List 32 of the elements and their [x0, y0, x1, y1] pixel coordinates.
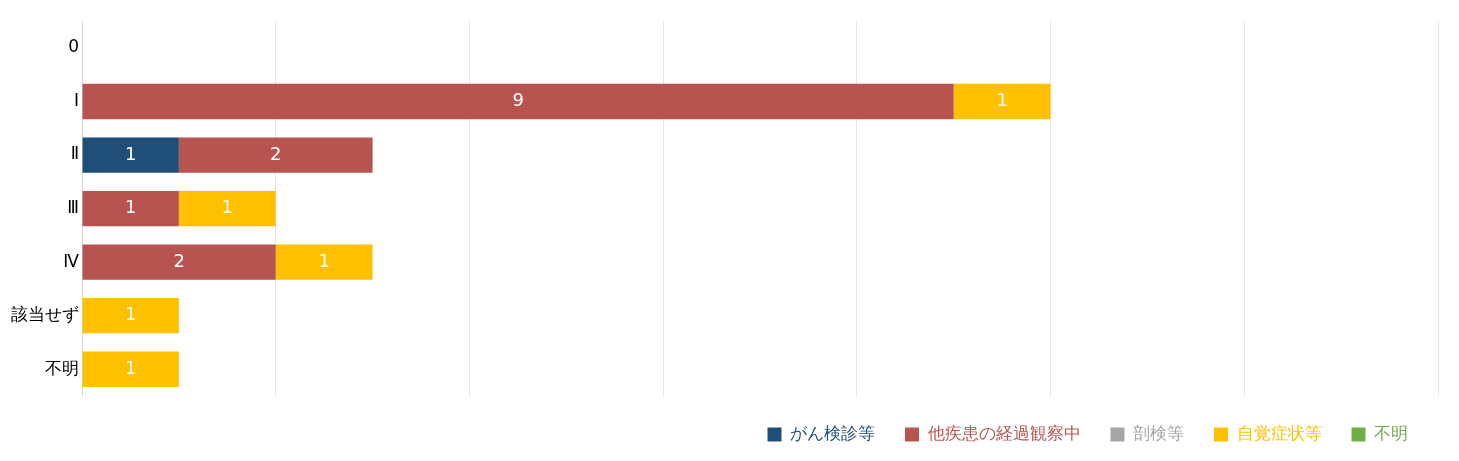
legend-label: 自覚症状等: [1236, 422, 1322, 443]
y-tick-label: Ⅳ: [63, 250, 80, 271]
legend-label: 不明: [1374, 422, 1408, 443]
data-label: 1: [124, 196, 137, 218]
bar: [82, 298, 179, 334]
bar: [82, 244, 276, 280]
legend-label: 剖検等: [1133, 422, 1184, 443]
bar: [275, 244, 373, 280]
data-label: 1: [996, 89, 1008, 111]
legend-label: 他疾患の経過観察中: [927, 422, 1081, 443]
data-label: 1: [221, 196, 234, 218]
y-tick-label: Ⅱ: [70, 143, 79, 164]
data-label: 2: [269, 142, 282, 164]
y-tick-label: 0: [68, 36, 79, 57]
y-tick-label: 不明: [45, 357, 79, 378]
y-tick-label: 該当せず: [11, 304, 79, 325]
data-label: 1: [124, 356, 137, 378]
data-label: 9: [512, 89, 524, 111]
y-tick-label: Ⅰ: [73, 89, 79, 110]
data-label: 1: [124, 142, 137, 164]
data-label: 1: [124, 303, 137, 325]
legend-label: がん検診等: [790, 422, 875, 443]
bar: [82, 190, 179, 227]
bar: [178, 137, 373, 173]
data-label: 2: [173, 249, 185, 271]
bar: [82, 351, 179, 387]
bar: [178, 190, 276, 227]
bar: [82, 137, 179, 173]
bar: [953, 83, 1051, 120]
y-tick-label: Ⅲ: [67, 197, 79, 218]
data-label: 1: [318, 249, 330, 271]
bar: [82, 83, 954, 120]
